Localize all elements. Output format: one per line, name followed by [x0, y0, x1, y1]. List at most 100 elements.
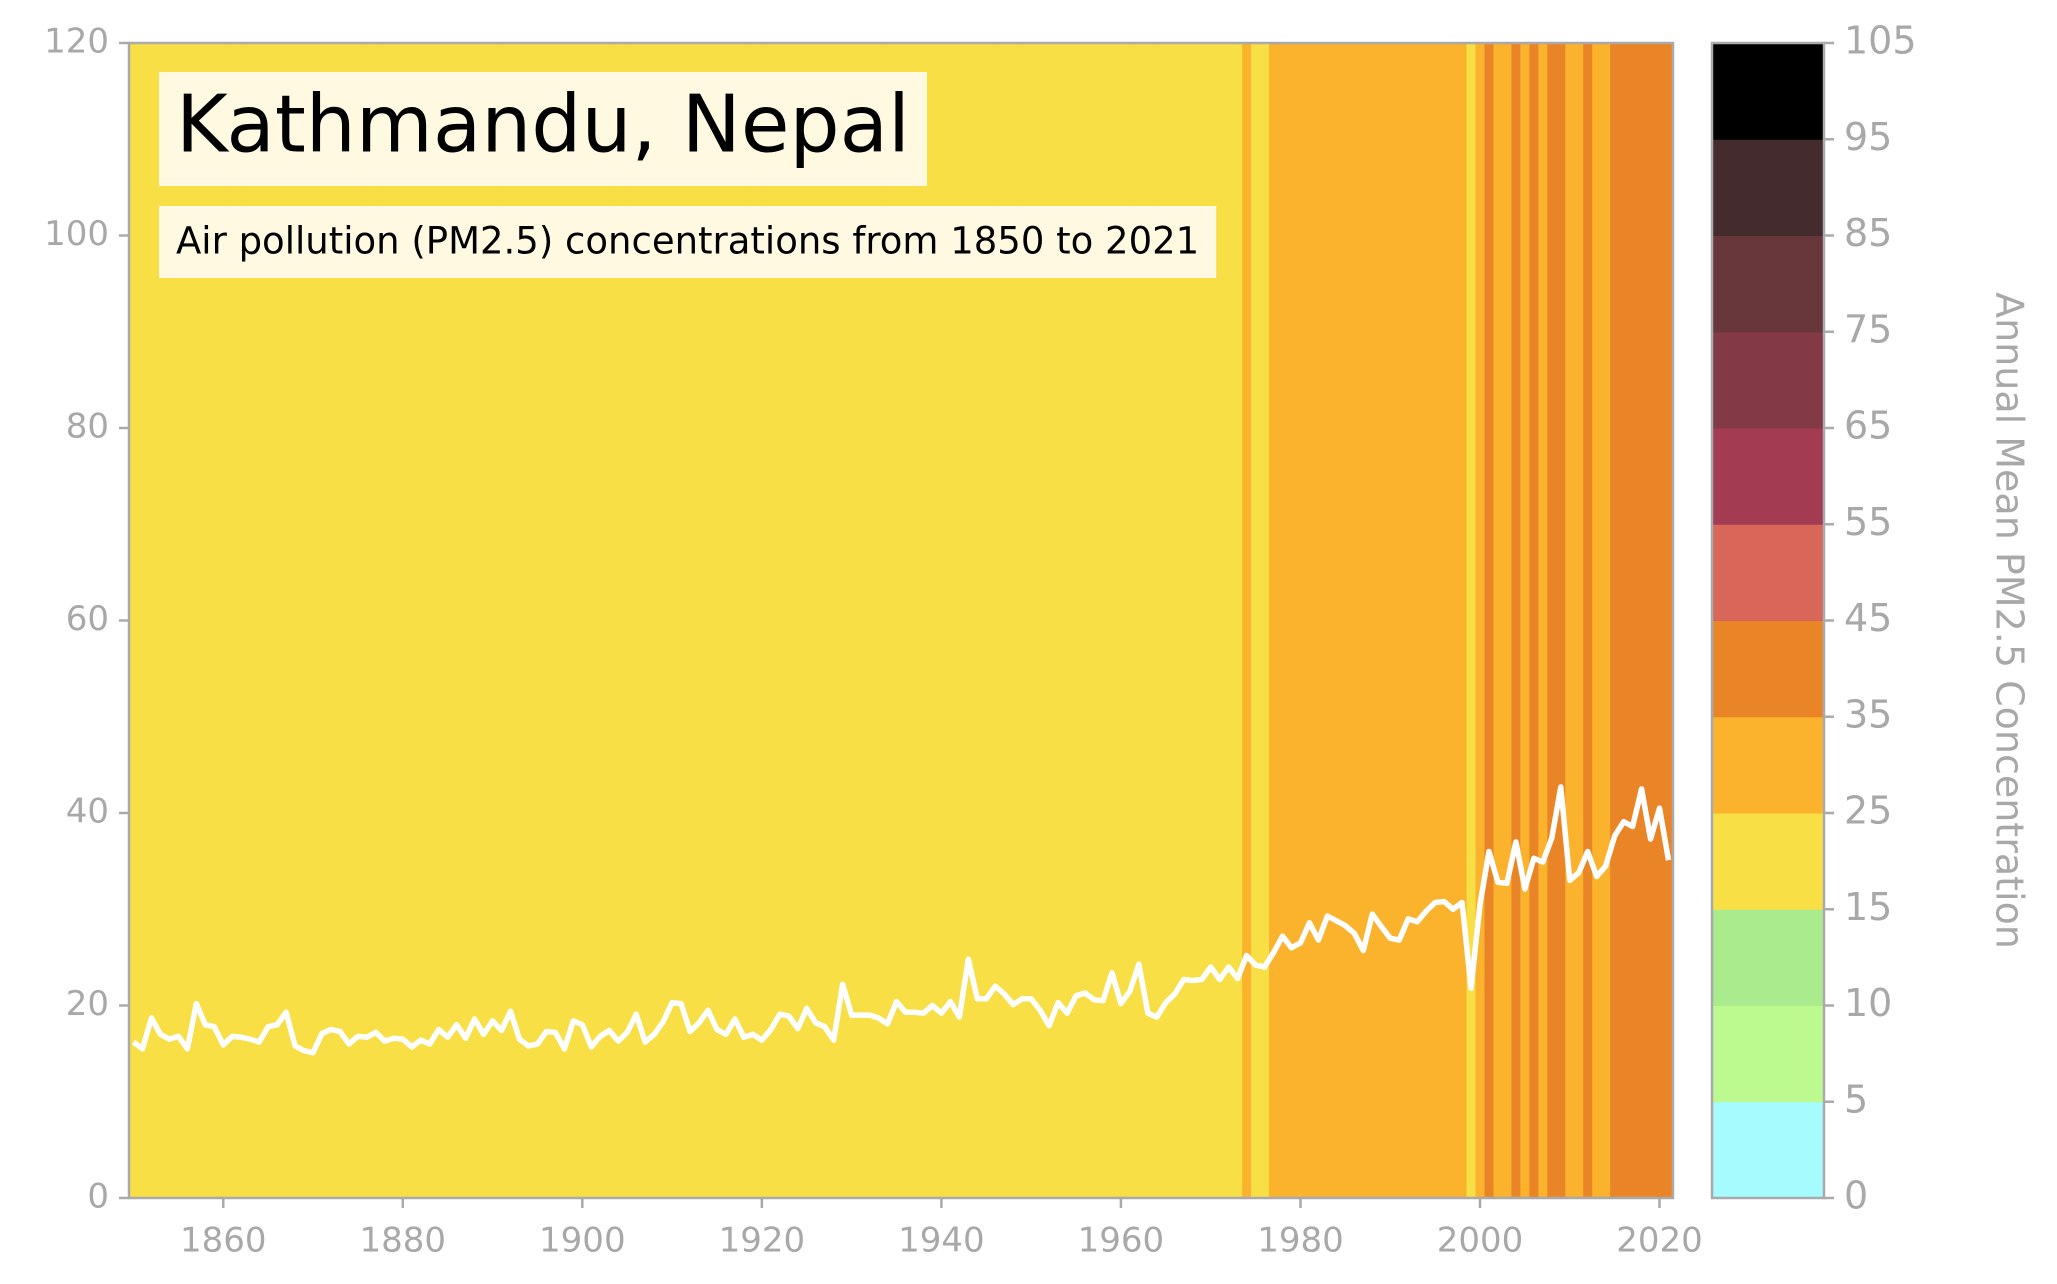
- stripe: [299, 43, 310, 1198]
- stripe: [326, 43, 337, 1198]
- stripe: [497, 43, 507, 1198]
- stripe: [1008, 43, 1019, 1198]
- stripe: [1637, 43, 1647, 1198]
- stripe: [1062, 43, 1073, 1198]
- stripe: [308, 43, 319, 1198]
- stripe: [532, 43, 543, 1198]
- stripe: [1592, 43, 1602, 1198]
- stripe: [963, 43, 974, 1198]
- y-tick-label: 0: [87, 1177, 109, 1217]
- stripe: [1628, 43, 1638, 1198]
- colorbar-segment: [1712, 813, 1824, 910]
- stripe: [1610, 43, 1620, 1198]
- stripe: [730, 43, 741, 1198]
- stripe: [1251, 43, 1261, 1198]
- stripe: [936, 43, 947, 1198]
- chart-title: Kathmandu, Nepal: [176, 78, 910, 170]
- stripe: [1322, 43, 1333, 1198]
- stripe: [1313, 43, 1324, 1198]
- stripe: [1538, 43, 1548, 1198]
- stripe: [1646, 43, 1656, 1198]
- stripe: [227, 43, 238, 1198]
- stripe: [1421, 43, 1432, 1198]
- stripe: [622, 43, 633, 1198]
- stripe: [155, 43, 166, 1198]
- stripe: [559, 43, 570, 1198]
- stripe: [523, 43, 534, 1198]
- y-tick-label: 60: [66, 599, 109, 639]
- stripe: [721, 43, 732, 1198]
- stripe: [972, 43, 983, 1198]
- stripe: [739, 43, 749, 1198]
- colorbar-tick-label: 15: [1844, 885, 1892, 929]
- stripe: [703, 43, 714, 1198]
- stripe: [927, 43, 938, 1198]
- stripe: [470, 43, 480, 1198]
- colorbar-tick-label: 25: [1844, 789, 1892, 833]
- stripe: [146, 43, 157, 1198]
- stripe: [1116, 43, 1127, 1198]
- stripe: [452, 43, 462, 1198]
- stripe: [1583, 43, 1593, 1198]
- stripe: [317, 43, 328, 1198]
- chart-subtitle: Air pollution (PM2.5) concentrations fro…: [176, 220, 1199, 263]
- stripe: [640, 43, 651, 1198]
- stripe: [434, 43, 444, 1198]
- colorbar-tick-label: 45: [1844, 596, 1892, 640]
- stripe: [506, 43, 516, 1198]
- colorbar-tick-label: 0: [1844, 1174, 1868, 1218]
- y-tick-label: 40: [66, 792, 109, 832]
- colorbar-tick-label: 65: [1844, 404, 1892, 448]
- colorbar-segment: [1712, 331, 1824, 429]
- stripe: [954, 43, 965, 1198]
- stripe: [802, 43, 812, 1198]
- stripe: [1233, 43, 1243, 1198]
- stripe: [407, 43, 417, 1198]
- stripe: [290, 43, 301, 1198]
- stripe: [757, 43, 767, 1198]
- stripe: [191, 43, 202, 1198]
- stripe: [1287, 43, 1297, 1198]
- stripe: [353, 43, 363, 1198]
- stripe: [793, 43, 803, 1198]
- colorbar-segment: [1712, 620, 1824, 718]
- stripe: [1134, 43, 1144, 1198]
- stripe: [811, 43, 821, 1198]
- stripe: [1260, 43, 1270, 1198]
- stripe: [1206, 43, 1216, 1198]
- colorbar-segment: [1712, 235, 1824, 333]
- stripe: [1197, 43, 1207, 1198]
- colorbar-tick-label: 105: [1844, 19, 1917, 63]
- stripe: [784, 43, 794, 1198]
- colorbar-segment: [1712, 1005, 1824, 1103]
- stripe: [1295, 43, 1306, 1198]
- stripe: [685, 43, 696, 1198]
- stripe: [613, 43, 624, 1198]
- stripe: [577, 43, 588, 1198]
- colorbar-segment: [1712, 428, 1824, 525]
- stripe: [173, 43, 184, 1198]
- stripe: [1125, 43, 1135, 1198]
- stripe: [1412, 43, 1423, 1198]
- stripe: [1035, 43, 1046, 1198]
- stripe: [1053, 43, 1064, 1198]
- stripe: [1376, 43, 1387, 1198]
- colorbar-segment: [1712, 139, 1824, 236]
- stripe: [865, 43, 875, 1198]
- stripe: [1044, 43, 1055, 1198]
- stripe: [1278, 43, 1288, 1198]
- y-tick-label: 100: [44, 214, 109, 254]
- stripe: [667, 43, 678, 1198]
- stripe: [1511, 43, 1521, 1198]
- stripe: [1655, 43, 1665, 1198]
- x-tick-label: 1900: [539, 1221, 626, 1261]
- stripe: [371, 43, 381, 1198]
- colorbar-tick-label: 35: [1844, 692, 1892, 736]
- colorbar-tick-label: 75: [1844, 307, 1892, 351]
- stripe: [1601, 43, 1611, 1198]
- stripe: [1439, 43, 1450, 1198]
- stripe: [676, 43, 687, 1198]
- stripe: [1161, 43, 1171, 1198]
- stripe: [1493, 43, 1504, 1198]
- colorbar-label: Annual Mean PM2.5 Concentration: [1988, 292, 2032, 949]
